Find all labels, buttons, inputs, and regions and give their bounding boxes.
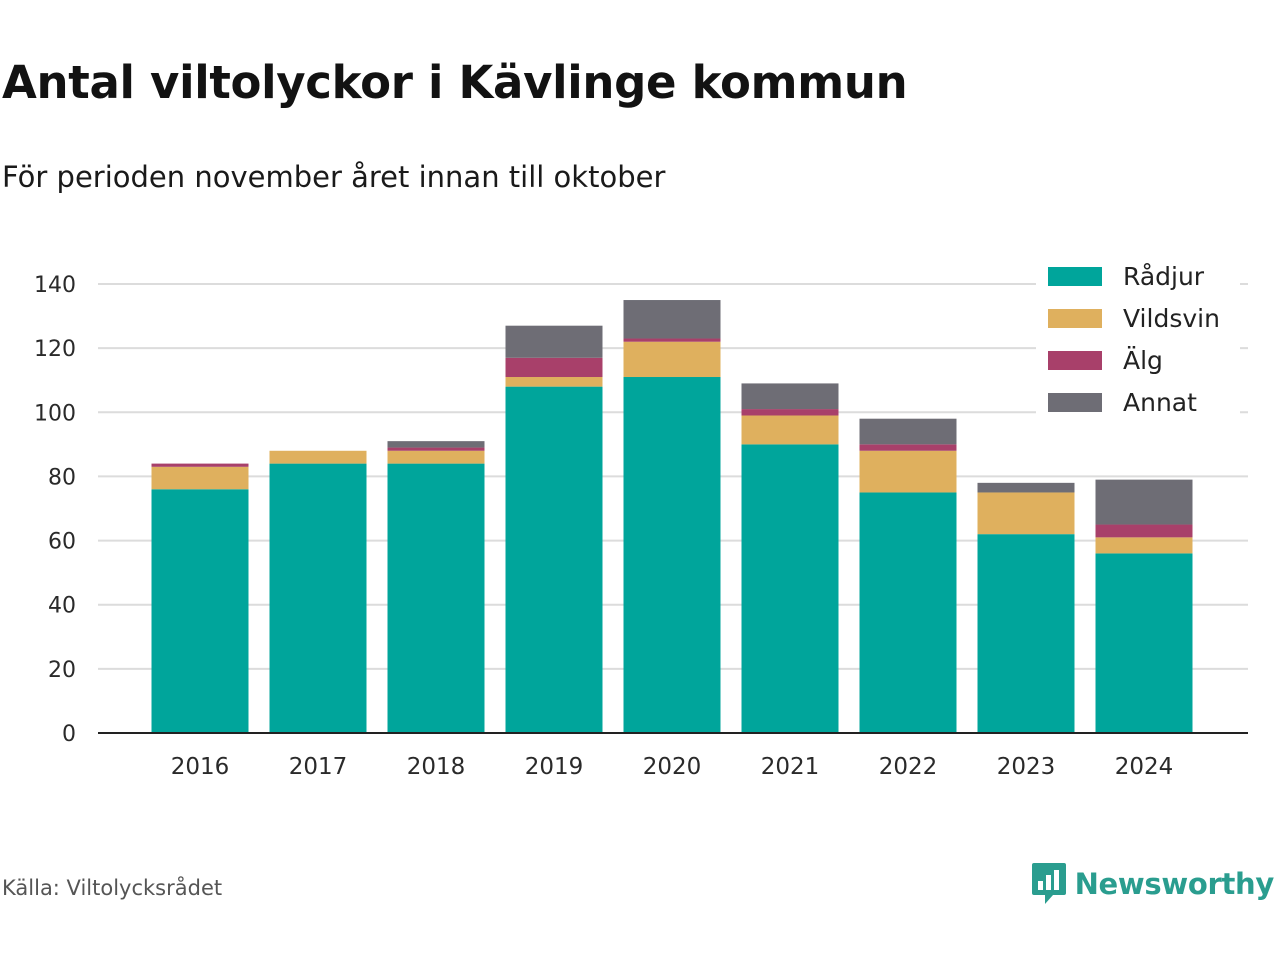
bar-segment-älg	[151, 463, 249, 467]
x-tick-label: 2016	[171, 754, 230, 780]
x-tick-label: 2019	[525, 754, 584, 780]
bar-segment-vildsvin	[505, 377, 603, 387]
bar-segment-annat	[741, 383, 839, 410]
legend: Rådjur Vildsvin Älg Annat	[1036, 258, 1240, 417]
bar-segment-rådjur	[1095, 553, 1193, 733]
bar-segment-älg	[505, 357, 603, 378]
bar-segment-rådjur	[269, 463, 367, 733]
y-tick-label: 40	[48, 594, 76, 619]
bar-segment-annat	[623, 300, 721, 339]
chart-title: Antal viltolyckor i Kävlinge kommun	[2, 56, 908, 109]
x-tick-label: 2017	[289, 754, 348, 780]
y-tick-label: 100	[34, 401, 76, 426]
bar-segment-älg	[387, 447, 485, 451]
x-tick-label: 2018	[407, 754, 466, 780]
bar-segment-rådjur	[859, 492, 957, 733]
bar-segment-rådjur	[505, 386, 603, 733]
bar-segment-rådjur	[623, 377, 721, 733]
y-tick-label: 120	[34, 337, 76, 362]
bar-segment-älg	[741, 409, 839, 416]
bar-segment-vildsvin	[977, 492, 1075, 535]
x-axis-ticks: 2016 2017 2018 2019 2020 2021 2022 2023 2024	[171, 754, 1174, 780]
bar-segment-vildsvin	[269, 450, 367, 464]
y-tick-label: 80	[48, 465, 76, 490]
bar-segment-vildsvin	[387, 450, 485, 464]
x-tick-label: 2023	[997, 754, 1056, 780]
bar-segment-rådjur	[977, 534, 1075, 733]
x-tick-label: 2022	[879, 754, 938, 780]
bar-segment-vildsvin	[1095, 537, 1193, 554]
legend-swatch	[1048, 267, 1102, 286]
bars	[151, 300, 1193, 733]
bar-segment-annat	[859, 418, 957, 445]
legend-swatch	[1048, 393, 1102, 412]
x-tick-label: 2024	[1115, 754, 1174, 780]
bar-segment-rådjur	[741, 444, 839, 733]
y-tick-label: 60	[48, 530, 76, 555]
legend-swatch	[1048, 309, 1102, 328]
y-axis-ticks: 0 20 40 60 80 100 120 140	[34, 273, 76, 747]
y-tick-label: 140	[34, 273, 76, 298]
bar-segment-vildsvin	[623, 341, 721, 378]
bar-segment-älg	[859, 444, 957, 451]
bar-segment-vildsvin	[741, 415, 839, 445]
x-tick-label: 2021	[761, 754, 820, 780]
bar-segment-annat	[505, 325, 603, 358]
chart-subtitle: För perioden november året innan till ok…	[2, 160, 666, 194]
newsworthy-logo-icon	[1031, 863, 1066, 904]
legend-label: Älg	[1123, 346, 1163, 375]
y-tick-label: 0	[62, 722, 76, 747]
bar-segment-rådjur	[151, 489, 249, 733]
legend-swatch	[1048, 351, 1102, 370]
bar-segment-annat	[1095, 479, 1193, 525]
brand-name: Newsworthy	[1074, 867, 1275, 901]
bar-segment-rådjur	[387, 463, 485, 733]
bar-segment-annat	[977, 482, 1075, 493]
bar-segment-vildsvin	[151, 466, 249, 490]
brand-logo: Newsworthy	[1031, 862, 1274, 906]
y-tick-label: 20	[48, 658, 76, 683]
bar-segment-vildsvin	[859, 450, 957, 493]
legend-label: Rådjur	[1123, 262, 1205, 291]
x-tick-label: 2020	[643, 754, 702, 780]
legend-label: Annat	[1123, 388, 1197, 417]
bar-segment-annat	[387, 441, 485, 448]
source-note: Källa: Viltolycksrådet	[2, 876, 223, 900]
legend-label: Vildsvin	[1123, 304, 1220, 333]
bar-segment-älg	[623, 338, 721, 342]
bar-segment-älg	[1095, 524, 1193, 538]
